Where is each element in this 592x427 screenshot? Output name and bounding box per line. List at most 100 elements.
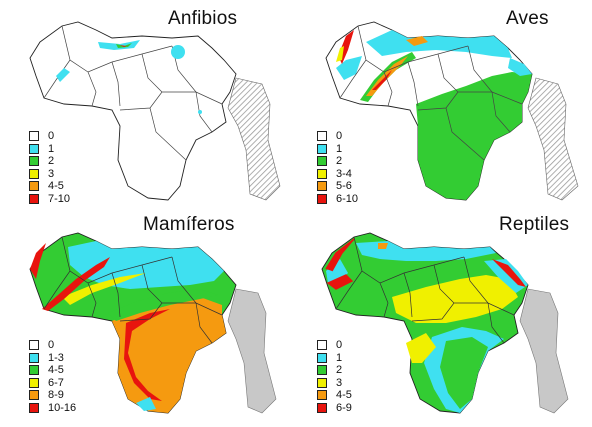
anfibios-blue-spot	[171, 45, 185, 59]
legend-item: 4-5	[29, 364, 76, 377]
legend-swatch	[29, 402, 39, 413]
legend-swatch	[317, 377, 327, 388]
guyana-hatched-region	[227, 77, 281, 201]
legend-item: 3-4	[317, 168, 358, 181]
legend: 0 1 2 3-4 5-6 6-10	[317, 130, 358, 205]
map-mamiferos	[29, 232, 277, 414]
panel-title: Mamíferos	[143, 214, 235, 235]
legend-label: 8-9	[48, 389, 64, 402]
reptiles-orange-spot	[378, 243, 388, 249]
legend-item: 1-3	[29, 352, 76, 365]
venezuela-outline	[29, 21, 237, 201]
state-borders	[43, 236, 223, 344]
legend-swatch	[29, 131, 39, 142]
legend-label: 1	[336, 142, 343, 155]
map-reptiles	[321, 232, 569, 414]
legend-swatch	[317, 365, 327, 376]
legend-item: 1	[317, 143, 358, 156]
aves-blue-east	[508, 58, 532, 76]
state-borders	[339, 25, 523, 161]
panel-title: Anfibios	[168, 8, 238, 29]
legend-swatch	[29, 168, 39, 179]
legend-swatch	[29, 377, 39, 388]
reptiles-yellow-south	[406, 333, 436, 363]
map-panel-aves: Aves 0 1 2 3-4 5-6 6-10	[296, 0, 592, 213]
legend-item: 4-5	[29, 180, 70, 193]
legend-label: 0	[48, 130, 55, 143]
legend-label: 4-5	[48, 180, 64, 193]
legend-swatch	[317, 390, 327, 401]
legend-swatch	[317, 131, 327, 142]
legend-label: 0	[48, 339, 55, 352]
anfibios-west-spot	[56, 68, 70, 82]
legend-label: 4-5	[48, 364, 64, 377]
anfibios-green-region	[116, 43, 132, 48]
reptiles-blue-east	[484, 259, 528, 293]
legend-swatch	[317, 193, 327, 204]
legend-label: 2	[336, 155, 343, 168]
anfibios-red-region	[120, 45, 130, 47]
legend-label: 1	[48, 142, 55, 155]
anfibios-blue-spot	[198, 110, 202, 114]
reptiles-red-coast	[325, 238, 355, 290]
legend-item: 2	[29, 155, 70, 168]
panel-title: Aves	[506, 8, 549, 29]
guyana-gray-region	[519, 288, 569, 414]
legend: 0 1 2 3 4-5 7-10	[29, 130, 70, 205]
reptiles-blue-north	[356, 241, 496, 261]
map-panel-reptiles: Reptiles 0 1 2 3 4-5 6-9	[296, 213, 592, 426]
aves-green-region	[416, 72, 532, 200]
map-panel-anfibios: Anfibios 0 1 2 3 4-5 7-10	[0, 0, 296, 213]
legend-item: 2	[317, 155, 358, 168]
legend-label: 7-10	[48, 192, 71, 205]
mamiferos-blue-north	[68, 241, 224, 289]
legend-item: 8-9	[29, 389, 76, 402]
legend-swatch	[317, 340, 327, 351]
legend-swatch	[29, 143, 39, 154]
legend-item: 5-6	[317, 180, 358, 193]
legend-item: 0	[29, 339, 76, 352]
legend-swatch	[29, 365, 39, 376]
reptiles-yellow-center	[392, 275, 518, 323]
legend-item: 7-10	[29, 193, 70, 206]
legend-label: 3	[48, 167, 55, 180]
aves-coast-yellow	[336, 46, 344, 62]
mamiferos-coast-red	[30, 243, 46, 279]
panel-title: Reptiles	[499, 214, 570, 235]
aves-coast-orange	[406, 36, 428, 46]
legend-item: 4-5	[317, 389, 352, 402]
mamiferos-guayana-red	[124, 309, 170, 401]
reptiles-red-east	[492, 259, 526, 287]
legend-label: 2	[336, 364, 343, 377]
mamiferos-green-band	[108, 289, 218, 321]
legend-swatch	[29, 340, 39, 351]
legend-label: 1-3	[48, 351, 64, 364]
legend-item: 2	[317, 364, 352, 377]
legend-swatch	[317, 168, 327, 179]
aves-andes-red	[372, 70, 392, 90]
legend-item: 6-9	[317, 402, 352, 415]
mamiferos-andes-red	[42, 257, 110, 311]
legend-swatch	[29, 181, 39, 192]
legend-label: 0	[336, 339, 343, 352]
map-anfibios	[29, 21, 281, 201]
mamiferos-south-blue	[136, 397, 156, 411]
legend-label: 2	[48, 155, 55, 168]
legend-label: 6-10	[336, 192, 359, 205]
legend-item: 0	[317, 339, 352, 352]
legend-swatch	[317, 181, 327, 192]
legend-swatch	[317, 143, 327, 154]
legend-swatch	[29, 352, 39, 363]
state-borders	[335, 236, 515, 344]
legend-swatch	[317, 156, 327, 167]
legend-label: 6-7	[48, 376, 64, 389]
map-aves	[325, 21, 579, 201]
reptiles-green-south	[440, 337, 488, 409]
legend-swatch	[317, 402, 327, 413]
guyana-gray-region	[227, 288, 277, 414]
legend-item: 1	[29, 143, 70, 156]
legend-item: 3	[317, 377, 352, 390]
legend-item: 0	[29, 130, 70, 143]
legend-label: 5-6	[336, 180, 352, 193]
legend-item: 0	[317, 130, 358, 143]
